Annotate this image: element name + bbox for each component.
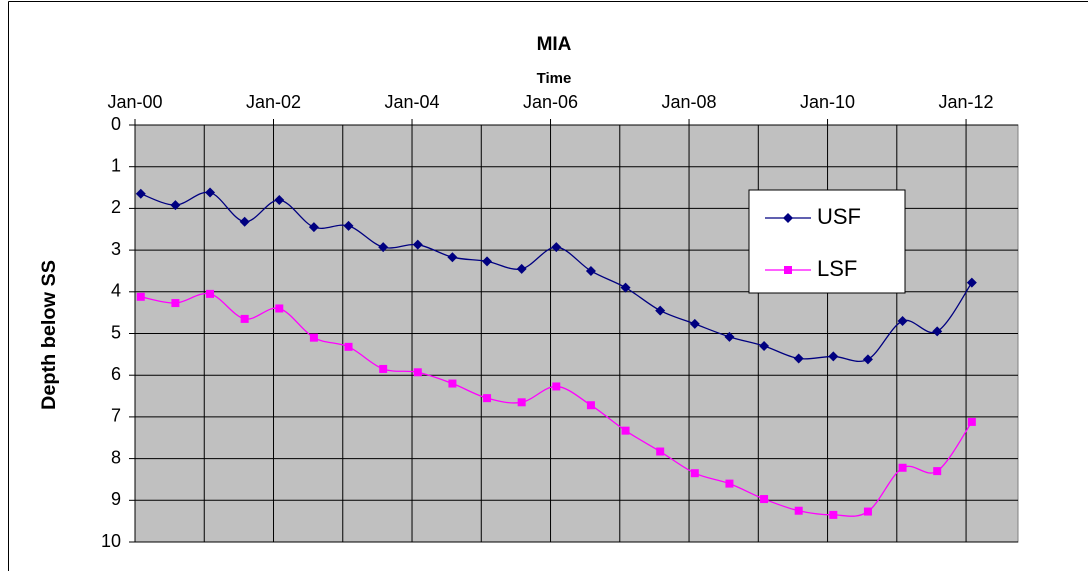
y-tick-label: 10 [101,531,121,551]
legend-box [748,189,906,294]
marker [828,351,839,362]
marker [483,394,492,403]
marker [343,220,354,231]
marker [344,342,353,351]
marker [793,353,804,364]
marker [135,188,146,199]
y-axis-label: Depth below SS [39,260,60,410]
marker [656,447,665,456]
marker [863,507,872,516]
marker [655,305,666,316]
y-tick-label: 0 [111,114,121,134]
marker [932,326,943,337]
marker [448,379,457,388]
legend-label: USF [817,204,861,229]
marker [829,510,838,519]
marker [274,195,285,206]
marker [690,469,699,478]
marker [309,333,318,342]
marker [620,282,631,293]
marker [759,341,770,352]
marker [621,426,630,435]
y-tick-label: 4 [111,281,121,301]
x-tick-label: Jan-06 [523,92,578,112]
x-tick-label: Jan-10 [800,92,855,112]
y-tick-label: 5 [111,322,121,342]
x-tick-label: Jan-12 [939,92,994,112]
marker [275,304,284,313]
legend-label: LSF [817,256,857,281]
marker [586,401,595,410]
marker [378,242,389,253]
marker [760,495,769,504]
marker [794,506,803,515]
marker [171,299,180,308]
marker [136,292,145,301]
marker [447,252,458,263]
marker [308,222,319,233]
marker [725,479,734,488]
x-tick-label: Jan-00 [107,92,162,112]
marker [517,398,526,407]
marker [205,187,216,198]
marker [784,266,792,274]
x-tick-label: Jan-08 [662,92,717,112]
marker [412,239,423,250]
marker [724,331,735,342]
y-tick-label: 6 [111,364,121,384]
y-tick-label: 1 [111,155,121,175]
x-tick-label: Jan-02 [246,92,301,112]
marker [933,467,942,476]
marker [552,382,561,391]
marker [862,354,873,365]
marker [966,277,977,288]
y-tick-label: 2 [111,197,121,217]
marker [516,263,527,274]
x-tick-label: Jan-04 [384,92,439,112]
y-tick-label: 8 [111,447,121,467]
chart-title: MIA [537,34,572,55]
marker [379,364,388,373]
marker [482,256,493,267]
x-axis-label: Time [537,70,572,87]
marker [551,242,562,253]
marker [413,368,422,377]
y-tick-label: 9 [111,489,121,509]
marker [170,200,181,211]
marker [898,463,907,472]
y-tick-label: 3 [111,239,121,259]
marker [689,318,700,329]
marker [206,289,215,298]
y-tick-label: 7 [111,406,121,426]
marker [585,265,596,276]
marker [967,417,976,426]
marker [897,315,908,326]
marker [240,314,249,323]
marker [783,213,793,223]
marker [239,216,250,227]
